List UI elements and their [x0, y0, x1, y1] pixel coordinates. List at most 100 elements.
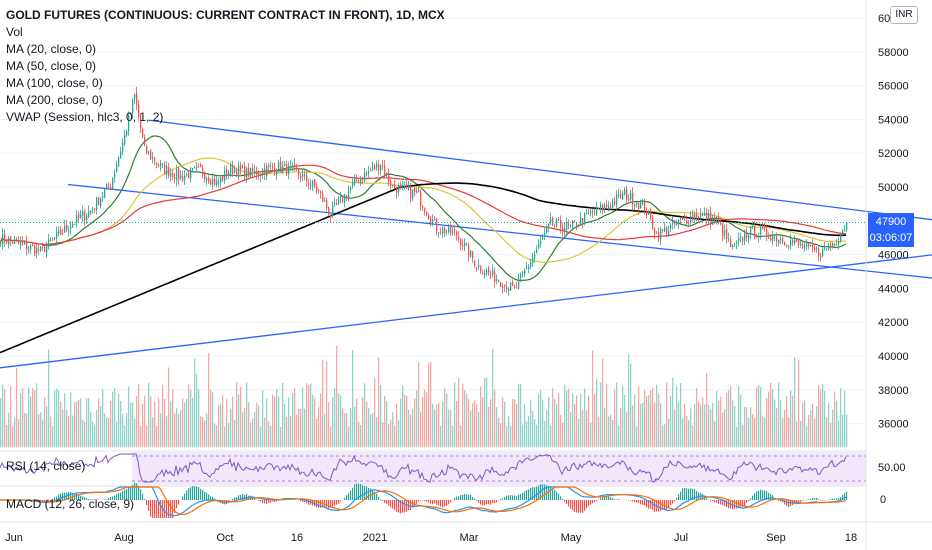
volume-bar	[82, 419, 84, 447]
candle-body	[146, 146, 148, 154]
volume-bar	[524, 404, 526, 447]
volume-bar	[408, 409, 410, 447]
volume-bar	[704, 404, 706, 447]
macd-histogram-bar	[424, 500, 426, 501]
volume-bar	[284, 403, 286, 447]
volume-bar	[36, 383, 38, 447]
candle-body	[530, 262, 532, 267]
volume-bar	[828, 402, 830, 447]
candle-body	[358, 179, 360, 183]
macd-histogram-bar	[304, 500, 306, 503]
candle-body	[622, 193, 624, 200]
candle-body	[324, 200, 326, 202]
macd-histogram-bar	[186, 490, 188, 500]
rsi-label[interactable]: RSI (14, close)	[6, 459, 86, 473]
candle-body	[772, 236, 774, 241]
candle-body	[646, 211, 648, 216]
candle-body	[268, 164, 270, 167]
volume-bar	[78, 399, 80, 447]
candle-body	[186, 173, 188, 176]
candle-body	[738, 237, 740, 243]
volume-bar	[364, 383, 366, 447]
candle-body	[474, 260, 476, 267]
macd-histogram-bar	[742, 500, 744, 507]
macd-histogram-bar	[664, 500, 666, 510]
symbol-title[interactable]: GOLD FUTURES (CONTINUOUS: CURRENT CONTRA…	[6, 8, 445, 22]
volume-bar	[442, 401, 444, 447]
legend-vwap[interactable]: VWAP (Session, hlc3, 0, 1, 2)	[6, 110, 164, 124]
volume-bar	[660, 403, 662, 447]
volume-bar	[260, 426, 262, 447]
macd-histogram-bar	[436, 500, 438, 505]
volume-bar	[28, 387, 30, 447]
volume-bar	[506, 426, 508, 447]
volume-bar	[202, 417, 204, 447]
candle-body	[562, 228, 564, 232]
volume-bar	[236, 382, 238, 447]
macd-histogram-bar	[784, 500, 786, 505]
macd-histogram-bar	[174, 500, 176, 513]
macd-label[interactable]: MACD (12, 26, close, 9)	[6, 497, 135, 511]
volume-bar	[754, 417, 756, 447]
candle-body	[528, 266, 530, 270]
time-axis[interactable]: Jun Aug Oct 16 2021 Mar May Jul Sep 18	[5, 532, 857, 544]
volume-bar	[68, 415, 70, 447]
candle-body	[612, 201, 614, 208]
candle-body	[220, 177, 222, 183]
volume-bar	[686, 415, 688, 447]
volume-bar	[224, 426, 226, 447]
volume-bar	[806, 426, 808, 447]
volume-bar	[64, 393, 66, 447]
candle-body	[468, 244, 470, 257]
candle-body	[560, 219, 562, 228]
candle-body	[4, 234, 6, 242]
time-tick: Sep	[766, 532, 786, 544]
legend-vol[interactable]: Vol	[6, 25, 23, 39]
legend-ma50[interactable]: MA (50, close, 0)	[6, 59, 97, 73]
legend-ma20[interactable]: MA (20, close, 0)	[6, 42, 97, 56]
macd-histogram-bar	[480, 500, 482, 505]
candle-body	[686, 220, 688, 224]
candle-body	[80, 214, 82, 218]
volume-bar	[714, 421, 716, 447]
ma200-line	[0, 182, 847, 354]
candle-body	[594, 212, 596, 214]
candle-body	[382, 165, 384, 167]
volume-bar	[546, 410, 548, 447]
macd-histogram-bar	[460, 495, 462, 500]
candle-body	[504, 284, 506, 287]
chart-grid	[0, 17, 932, 523]
volume-bar	[386, 400, 388, 447]
volume-bar	[146, 424, 148, 447]
candle-body	[740, 235, 742, 237]
volume-bar	[280, 426, 282, 447]
volume-bar	[690, 408, 692, 447]
macd-histogram-bar	[74, 493, 76, 500]
candle-body	[230, 163, 232, 174]
legend-ma200[interactable]: MA (200, close, 0)	[6, 93, 103, 107]
volume-bar	[390, 419, 392, 447]
candle-body	[800, 243, 802, 245]
candle-body	[228, 172, 230, 176]
volume-bar	[90, 411, 92, 447]
price-axis[interactable]: 3600038000400004200044000460004800050000…	[865, 0, 909, 550]
volume-bar	[644, 389, 646, 447]
volume-bar	[20, 393, 22, 447]
volume-bar	[414, 398, 416, 447]
macd-histogram-bar	[276, 500, 278, 502]
volume-bar	[174, 413, 176, 447]
legend-ma100[interactable]: MA (100, close, 0)	[6, 76, 103, 90]
candle-body	[304, 174, 306, 176]
macd-histogram-bar	[592, 500, 594, 504]
volume-bar	[104, 413, 106, 447]
macd-histogram-bar	[800, 500, 802, 502]
volume-bar	[24, 412, 26, 447]
volume-bar	[742, 424, 744, 447]
candle-body	[440, 231, 442, 233]
candle-body	[252, 168, 254, 173]
volume-bar	[844, 390, 846, 447]
candle-body	[222, 176, 224, 181]
candle-body	[834, 243, 836, 246]
currency-button[interactable]: INR	[890, 6, 918, 24]
